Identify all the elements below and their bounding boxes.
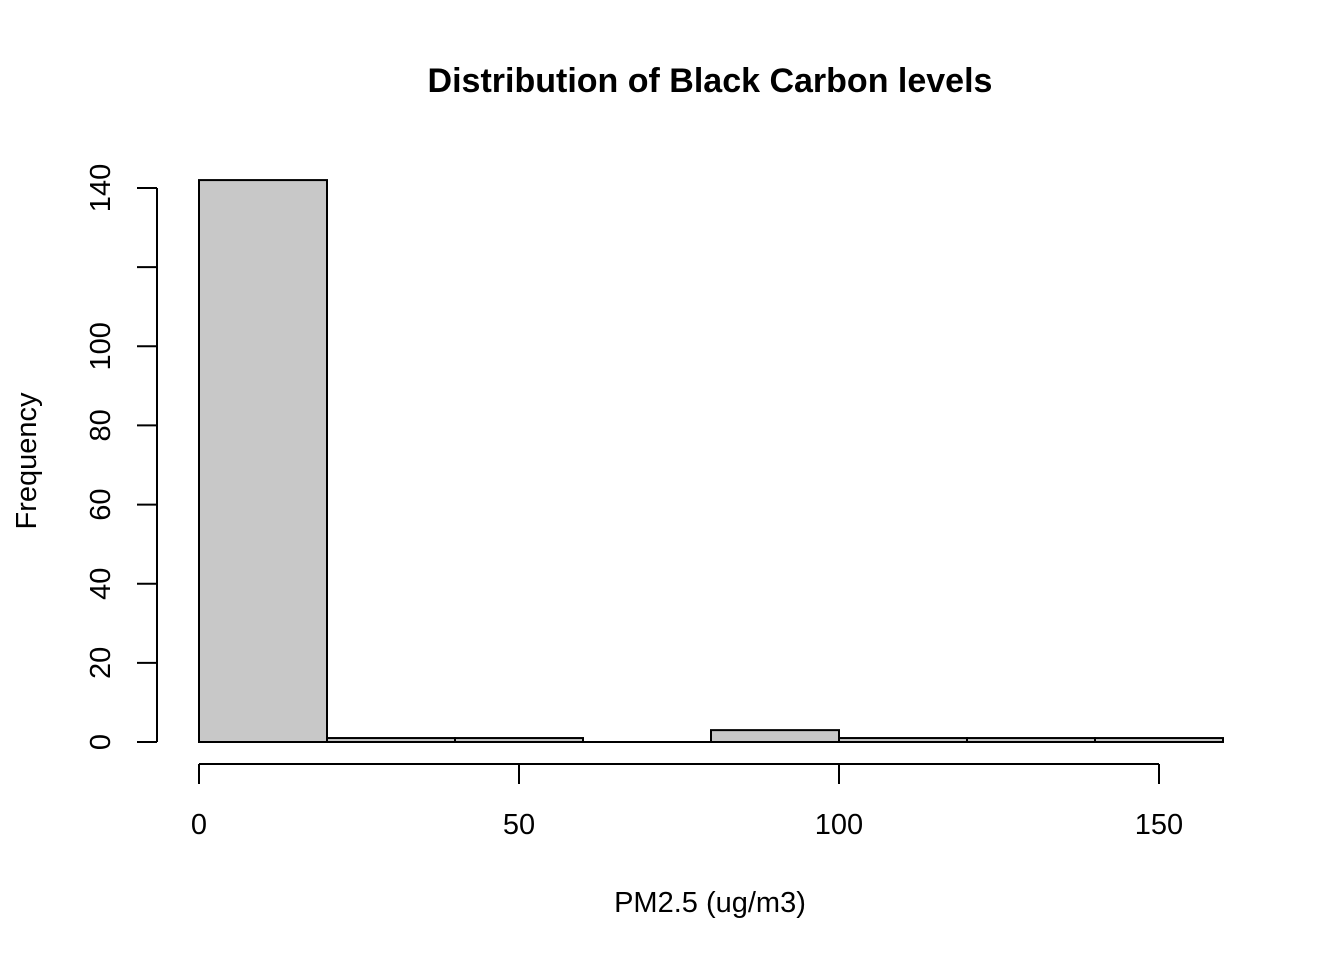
histogram-bar bbox=[710, 729, 840, 744]
x-tick-label: 100 bbox=[815, 809, 863, 841]
x-tick-label: 0 bbox=[191, 809, 207, 841]
y-tick-label: 40 bbox=[85, 568, 117, 600]
y-tick-label: 140 bbox=[85, 164, 117, 212]
histogram-bar bbox=[1094, 737, 1224, 743]
histogram-bar bbox=[326, 737, 456, 743]
bars-group bbox=[198, 179, 1224, 744]
y-tick-label: 100 bbox=[85, 322, 117, 370]
x-axis-label: PM2.5 (ug/m3) bbox=[614, 887, 806, 919]
y-tick-label: 80 bbox=[85, 409, 117, 441]
histogram-bar bbox=[838, 737, 968, 743]
y-tick-label: 60 bbox=[85, 488, 117, 520]
histogram-bar bbox=[198, 179, 328, 744]
x-tick-label: 150 bbox=[1135, 809, 1183, 841]
chart-title: Distribution of Black Carbon levels bbox=[428, 62, 993, 100]
histogram-bar bbox=[454, 737, 584, 743]
histogram-bar bbox=[966, 737, 1096, 743]
x-tick-label: 50 bbox=[503, 809, 535, 841]
x-axis: 0 50 100 150 bbox=[191, 763, 1183, 841]
y-tick-label: 20 bbox=[85, 647, 117, 679]
y-axis-label: Frequency bbox=[11, 392, 43, 530]
y-axis: 0 20 40 60 80 100 140 bbox=[85, 164, 158, 750]
y-tick-label: 0 bbox=[85, 734, 117, 750]
